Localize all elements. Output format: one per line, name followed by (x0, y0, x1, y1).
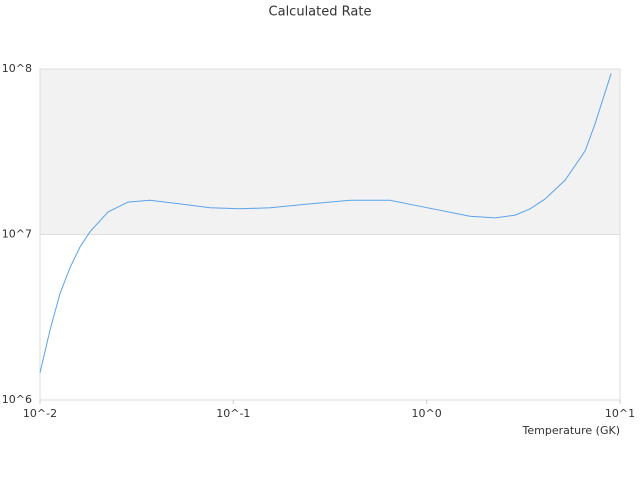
x-tick-label: 10^-1 (216, 407, 250, 420)
data-line (39, 73, 612, 373)
x-tick-label: 10^-2 (23, 407, 57, 420)
x-tick-label: 10^1 (605, 407, 635, 420)
y-tick-label: 10^8 (2, 62, 32, 75)
y-tick-label: 10^7 (2, 228, 32, 241)
x-tick-label: 10^0 (412, 407, 442, 420)
y-tick-label: 10^6 (2, 393, 32, 406)
x-axis-label: Temperature (GK) (522, 424, 621, 437)
chart-title: Calculated Rate (269, 5, 372, 20)
plot-band (40, 69, 620, 235)
